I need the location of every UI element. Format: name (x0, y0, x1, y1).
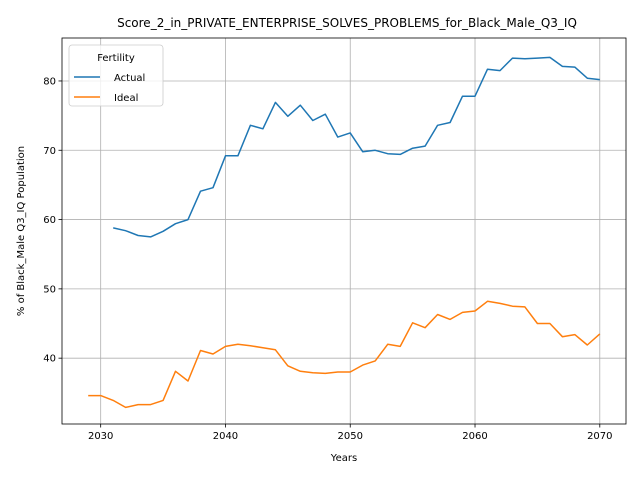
plot-area (61, 37, 627, 425)
legend-entry: Ideal (114, 93, 138, 104)
legend-entry: Actual (114, 73, 145, 84)
x-tick-label: 2070 (587, 431, 612, 442)
x-tick-label: 2050 (338, 431, 363, 442)
y-tick-label: 80 (43, 76, 56, 87)
y-axis-label: % of Black_Male Q3_IQ Population (16, 146, 27, 316)
y-axis: 40 50 60 70 80 (43, 76, 62, 365)
series-line-actual (113, 56, 600, 238)
y-tick-label: 70 (43, 146, 56, 157)
x-tick-label: 2060 (462, 431, 487, 442)
x-axis-label: Years (330, 453, 357, 464)
x-tick-label: 2030 (88, 431, 113, 442)
x-tick-label: 2040 (213, 431, 238, 442)
series-layer (88, 56, 601, 409)
y-tick-label: 50 (43, 284, 56, 295)
y-tick-label: 60 (43, 215, 56, 226)
chart-title: Score_2_in_PRIVATE_ENTERPRISE_SOLVES_PRO… (117, 16, 577, 30)
legend-box (68, 44, 164, 107)
legend-title: Fertility (97, 53, 135, 64)
series-line-ideal (88, 300, 601, 409)
grid (62, 38, 626, 424)
legend: Fertility Actual Ideal (68, 44, 164, 107)
x-axis: 2030 2040 2050 2060 2070 (88, 424, 613, 442)
y-tick-label: 40 (43, 354, 56, 365)
